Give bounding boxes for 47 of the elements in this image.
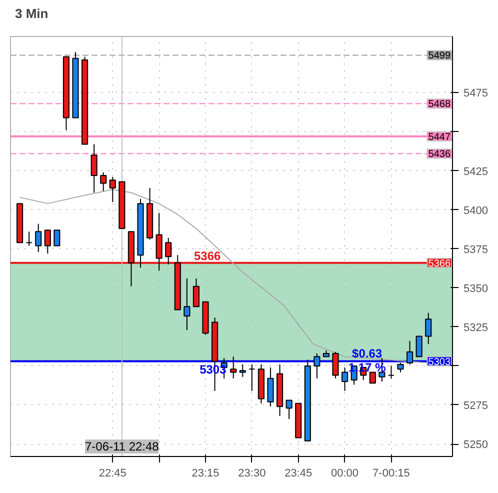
candlestick (109, 176, 116, 202)
candlestick (44, 230, 51, 254)
candlestick (416, 336, 422, 358)
chart-title: 3 Min (15, 5, 48, 23)
candlestick (35, 223, 42, 252)
y-tick-label: 5275 (464, 400, 488, 412)
y-tick-label: 5350 (464, 282, 488, 295)
candlestick (425, 312, 432, 345)
candlestick (342, 367, 348, 392)
candlestick (192, 278, 200, 308)
y-tick-label: 5425 (464, 166, 488, 178)
candlestick (267, 367, 274, 408)
candlestick (100, 172, 107, 192)
candlestick (184, 278, 190, 331)
x-tick-label: 23:15 (192, 468, 220, 480)
x-tick-label: 00:00 (331, 468, 359, 480)
y-tick-label: 5250 (464, 439, 488, 452)
x-tick-label: 23:45 (284, 468, 312, 480)
ref-line-label: 5468 (428, 99, 451, 110)
annotation: $0.63 (352, 346, 382, 360)
ref-line-label: 5447 (428, 132, 451, 143)
x-tick-label: 23:30 (238, 468, 266, 480)
ref-line-label: 5499 (428, 50, 451, 62)
y-tick-label: 5325 (464, 322, 488, 334)
candlestick (26, 231, 32, 246)
candlestick (286, 400, 292, 420)
candlestick (54, 230, 60, 246)
candlestick (314, 352, 320, 379)
ref-line-label: 5366 (428, 258, 451, 270)
y-tick-label: 5400 (464, 204, 488, 217)
candlestick (90, 144, 98, 194)
candlestick (248, 364, 256, 392)
y-tick-label: 5375 (464, 244, 488, 256)
candlestick (388, 365, 394, 379)
candlestick (397, 362, 404, 373)
candlestick (230, 356, 237, 379)
candlestick (369, 372, 376, 384)
y-tick-label: 5475 (464, 88, 488, 100)
annotation: 7-06-11 22:48 (85, 440, 160, 454)
annotation: 5366 (194, 248, 222, 263)
x-tick-label: 7-00:15 (372, 468, 410, 480)
x-tick-label: 22:45 (98, 468, 126, 480)
candlestick (239, 364, 246, 378)
ref-line-label: 5436 (428, 149, 451, 160)
ref-line-label: 5303 (428, 356, 451, 368)
candlestick (332, 351, 339, 379)
candlestick (406, 340, 414, 365)
